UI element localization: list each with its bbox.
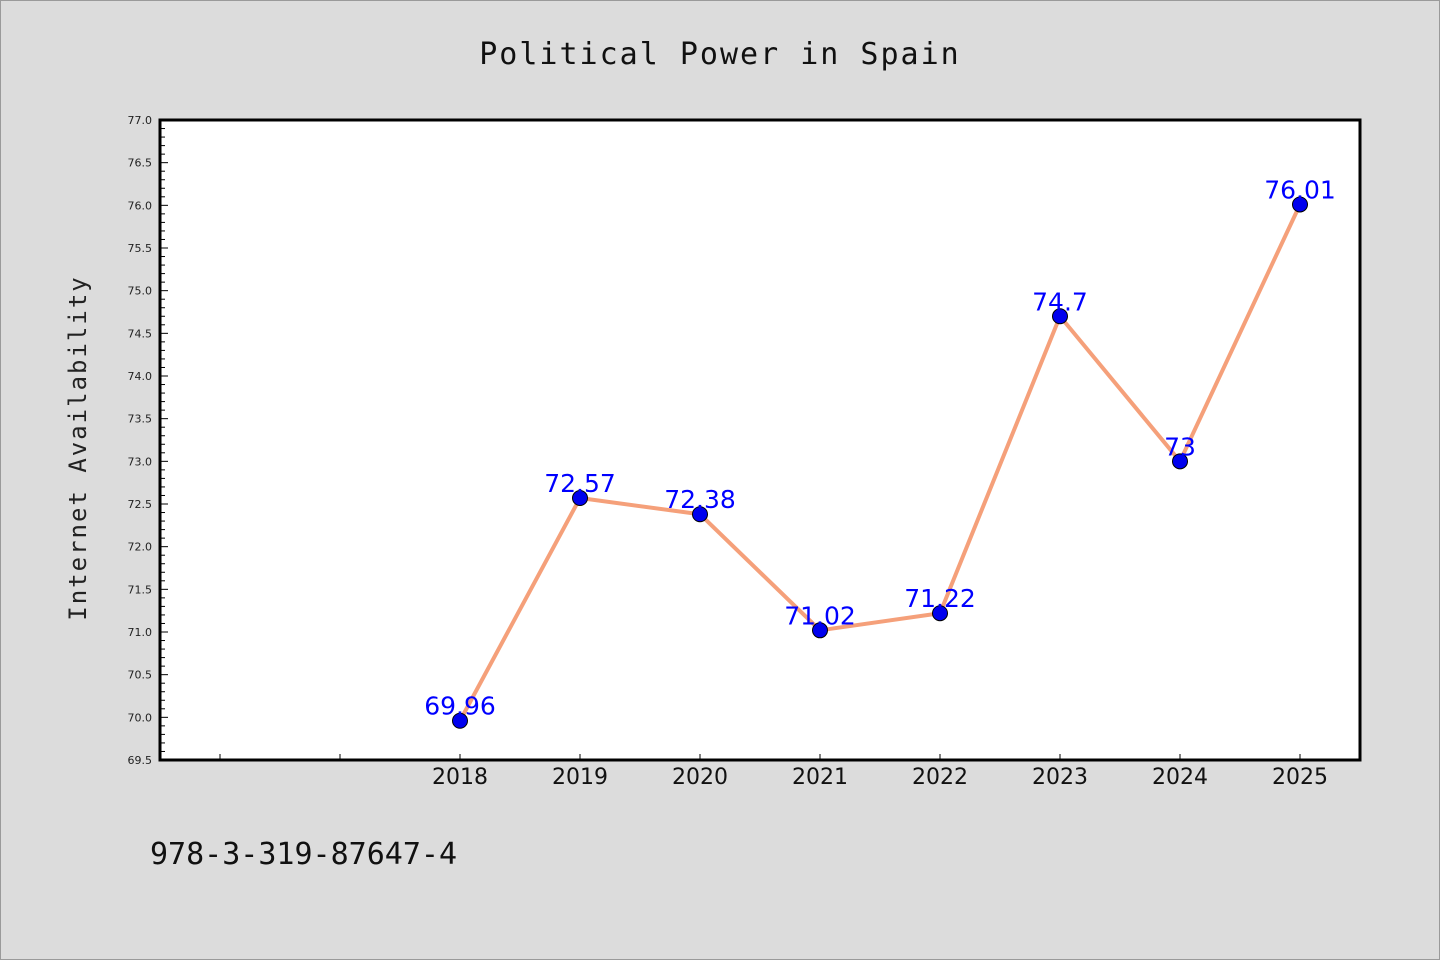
isbn-annotation: 978-3-319-87647-4 [150, 837, 457, 872]
data-label: 69.96 [424, 692, 496, 721]
y-tick-label: 75.5 [128, 242, 153, 255]
data-point-marker [812, 622, 828, 639]
x-tick-label: 2019 [552, 765, 608, 790]
data-label: 71.22 [904, 584, 976, 613]
y-tick-label: 72.5 [128, 498, 153, 511]
plot-border [158, 118, 1362, 762]
y-tick-label: 73.0 [128, 455, 153, 468]
y-tick-label: 74.0 [128, 370, 153, 383]
data-label: 73 [1164, 432, 1196, 461]
y-tick-label: 70.0 [128, 711, 153, 724]
data-point-marker [692, 506, 708, 523]
data-labels: 69.96 72.57 72.38 71.02 71.22 74.7 73 76.01 [424, 175, 1336, 720]
y-tick-label: 72.0 [128, 541, 153, 554]
x-tick-label: 2020 [672, 765, 728, 790]
data-label: 72.38 [664, 485, 736, 514]
y-tick-label: 73.5 [128, 413, 153, 426]
x-tick-label: 2022 [912, 765, 968, 790]
x-tick-label: 2025 [1272, 765, 1328, 790]
chart-title: Political Power in Spain [479, 37, 960, 72]
series-line [458, 203, 1302, 722]
y-tick-label: 71.5 [128, 583, 153, 596]
data-point-marker [932, 605, 948, 622]
data-point-marker [572, 490, 588, 507]
x-tick-label: 2018 [432, 765, 488, 790]
y-axis-label: Internet Availability [64, 275, 92, 620]
data-point-marker [1052, 308, 1068, 325]
y-tick-label: 75.0 [128, 285, 153, 298]
data-point-marker [452, 712, 468, 729]
data-label: 74.7 [1032, 287, 1088, 316]
x-tick-label: 2023 [1032, 765, 1088, 790]
data-label: 72.57 [544, 469, 616, 498]
x-tick-label: 2021 [792, 765, 848, 790]
data-series [452, 196, 1308, 729]
data-label: 76.01 [1264, 175, 1336, 204]
x-tick-label: 2024 [1152, 765, 1208, 790]
data-point-marker [1292, 196, 1308, 213]
y-tick-label: 77.0 [128, 114, 153, 127]
y-tick-label: 76.5 [128, 157, 153, 170]
y-axis-ticks: 69.5 70.0 70.5 71.0 71.5 72.0 72.5 73.0 73.5 74.0… [128, 114, 168, 767]
y-tick-label: 76.0 [128, 199, 153, 212]
x-axis-ticks: 2018 2019 2020 2021 2022 2023 2024 2025 [219, 754, 1328, 790]
y-tick-label: 70.5 [128, 669, 153, 682]
y-tick-label: 71.0 [128, 626, 153, 639]
y-tick-label: 69.5 [128, 754, 153, 767]
data-point-marker [1172, 453, 1188, 470]
y-tick-label: 74.5 [128, 327, 153, 340]
data-label: 71.02 [784, 601, 856, 630]
